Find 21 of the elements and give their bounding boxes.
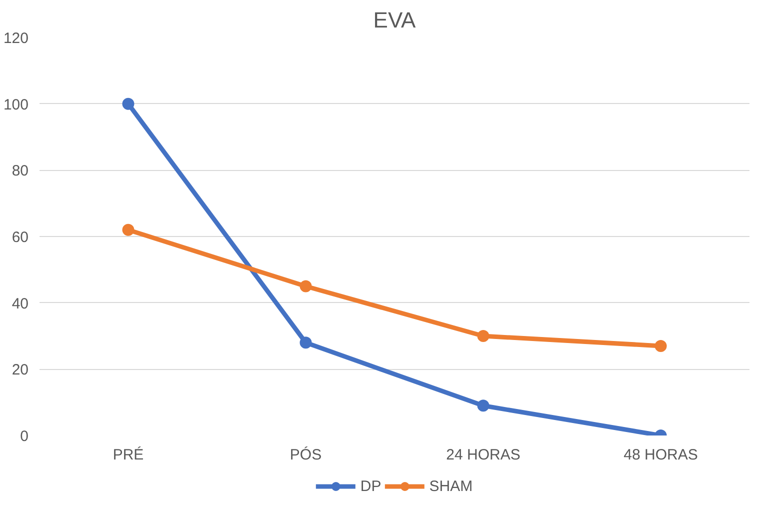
legend-label: SHAM (429, 478, 473, 494)
y-tick-label: 0 (20, 428, 28, 445)
x-tick-label: PÓS (290, 446, 322, 464)
chart-title: EVA (373, 8, 416, 32)
legend-label: DP (360, 478, 382, 494)
point (300, 336, 312, 349)
y-tick-label: 20 (12, 362, 29, 379)
point (122, 98, 134, 110)
point (654, 340, 667, 352)
x-tick-label: 24 HORAS (446, 446, 520, 464)
point (122, 224, 134, 236)
y-tick-label: 80 (12, 162, 29, 180)
y-tick-label: 40 (12, 295, 29, 312)
y-tick-label: 100 (3, 96, 29, 114)
y-tick-label: 60 (12, 229, 29, 246)
point (300, 280, 312, 292)
x-tick-label: 48 HORAS (624, 446, 698, 464)
point (477, 330, 490, 342)
x-tick-label: PRÉ (112, 446, 144, 464)
y-tick-label: 120 (3, 30, 29, 47)
point (477, 400, 490, 412)
